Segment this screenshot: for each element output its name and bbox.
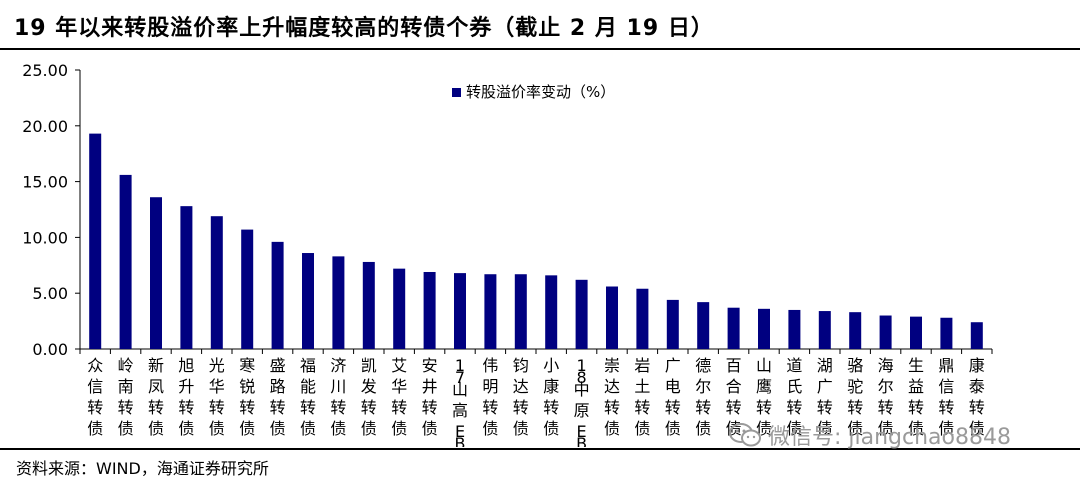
bar [241, 229, 254, 349]
legend-swatch [452, 88, 461, 97]
x-tick-label: 众信转债 [87, 356, 103, 438]
x-tick-label: 伟明转债 [482, 356, 498, 438]
bar [940, 317, 953, 349]
x-tick-label: 海尔转债 [878, 356, 894, 438]
bar [575, 279, 588, 349]
x-tick-label: 小康转债 [543, 356, 559, 438]
x-tick-label: 崇达转债 [604, 356, 620, 438]
x-tick-labels: 众信转债岭南转债新凤转债旭升转债光华转债寒锐转债盛路转债福能转债济川转债凯发转债… [87, 356, 985, 447]
x-tick-label: 百合转债 [726, 356, 742, 438]
source-note: 资料来源：WIND，海通证券研究所 [16, 459, 269, 478]
bar [362, 261, 375, 349]
x-tick-label: 鼎信转债 [938, 356, 954, 438]
x-tick-label: 岩土转债 [634, 356, 650, 438]
x-tick-label: 福能转债 [300, 356, 316, 438]
top-rule [0, 48, 1080, 50]
bar [788, 309, 801, 349]
bar [423, 271, 436, 349]
bar [545, 275, 558, 349]
bar [332, 256, 345, 349]
bar [666, 299, 679, 349]
bar [119, 174, 132, 349]
y-tick-label: 25.00 [22, 61, 68, 80]
x-tick-label: 康泰转债 [969, 356, 985, 438]
x-tick-label: 生益转债 [908, 356, 924, 438]
x-tick-label: 德尔转债 [695, 356, 711, 438]
x-tick-label: 安井转债 [422, 356, 438, 438]
x-tick-label: 凯发转债 [361, 356, 377, 438]
y-tick-label: 10.00 [22, 228, 68, 247]
wechat-icon [729, 423, 761, 447]
x-tick-label: 钧达转债 [513, 356, 529, 438]
x-tick-label: 旭升转债 [178, 356, 194, 438]
bar [210, 216, 223, 349]
x-tick-label: 岭南转债 [118, 356, 134, 438]
bar [150, 197, 162, 349]
bar [271, 241, 284, 349]
bar [818, 311, 831, 349]
bar [484, 274, 497, 349]
bar [849, 312, 862, 349]
bar-chart: 0.00 5.00 10.00 15.00 20.00 25.00 众信转债岭南转债新凤转… [22, 61, 993, 447]
x-tick-label: 1 7 山高 E B [452, 356, 468, 447]
x-tick-label: 光华转债 [209, 356, 225, 438]
y-tick-label: 5.00 [32, 284, 68, 303]
x-tick-label: 寒锐转债 [239, 356, 255, 438]
bar [727, 307, 740, 349]
bar [636, 288, 649, 349]
bottom-rule [0, 448, 1080, 450]
page-title: 19 年以来转股溢价率上升幅度较高的转债个券（截止 2 月 19 日） [14, 16, 714, 41]
bar [393, 268, 406, 349]
x-tick-label: 湖广转债 [817, 356, 833, 438]
chart-legend: 转股溢价率变动（%） [452, 83, 615, 101]
bar [454, 273, 466, 349]
chart-axes: 0.00 5.00 10.00 15.00 20.00 25.00 [22, 61, 993, 359]
chart-bars [89, 133, 983, 349]
bar [514, 274, 527, 349]
bar [606, 286, 618, 349]
x-tick-label: 骆驼转债 [847, 356, 863, 438]
title-bar: 19 年以来转股溢价率上升幅度较高的转债个券（截止 2 月 19 日） [0, 0, 1080, 46]
watermark-text: 微信号: jiangchao8848 [768, 425, 1011, 450]
x-tick-label: 盛路转债 [270, 356, 286, 438]
x-tick-label: 道氏转债 [786, 356, 802, 438]
y-tick-label: 0.00 [32, 340, 68, 359]
bar [910, 316, 922, 349]
x-tick-label: 广电转债 [665, 356, 681, 438]
legend-label: 转股溢价率变动（%） [466, 83, 615, 101]
bar [89, 133, 102, 349]
y-tick-label: 15.00 [22, 173, 68, 192]
bar [970, 322, 983, 349]
bar [180, 206, 193, 349]
x-tick-label: 新凤转债 [148, 356, 164, 438]
x-tick-label: 山鹰转债 [756, 356, 772, 438]
bar [302, 253, 314, 349]
bar [758, 308, 770, 349]
x-tick-label: 1 8 中原 E B [574, 356, 590, 447]
x-tick-label: 艾华转债 [391, 356, 407, 438]
watermark: 微信号: jiangchao8848 [728, 419, 1011, 451]
bar [697, 302, 710, 349]
x-tick-label: 济川转债 [330, 356, 346, 438]
bar [879, 315, 892, 349]
y-tick-label: 20.00 [22, 117, 68, 136]
